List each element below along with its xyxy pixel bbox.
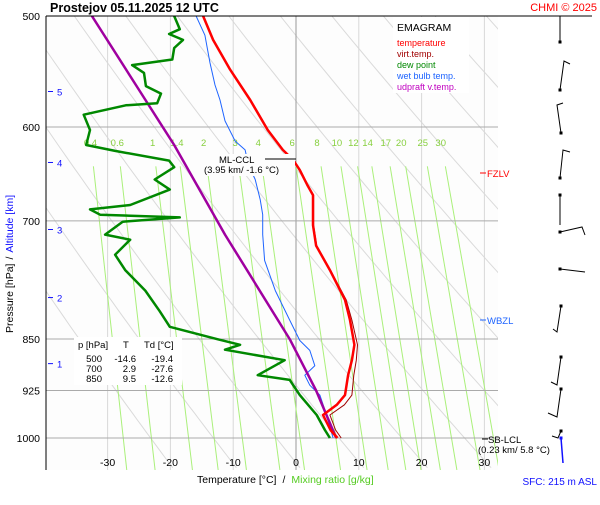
mixing-ratio-label: 6 xyxy=(290,138,295,149)
temperature-tick-label: 30 xyxy=(479,457,491,469)
chart-title: Prostejov 05.11.2025 12 UTC xyxy=(50,1,219,15)
mixing-ratio-label: 4 xyxy=(256,138,261,149)
mixing-ratio-label: 14 xyxy=(362,138,373,149)
wind-barb-icon xyxy=(553,306,561,332)
wind-station-dot xyxy=(560,132,563,135)
mixing-ratio-label: 3 xyxy=(232,138,237,149)
altitude-tick-label: 3 xyxy=(57,225,62,236)
mixing-ratio-label: 8 xyxy=(314,138,319,149)
y-axis-label: Pressure [hPa] / Altitude [km] xyxy=(4,195,16,333)
wbzl-label: WBZL xyxy=(487,316,513,327)
altitude-tick-label: 1 xyxy=(57,360,62,371)
dry-adiabat xyxy=(566,0,600,468)
legend-virt-temp: virt.temp. xyxy=(397,49,434,59)
legend-wet-bulb: wet bulb temp. xyxy=(396,71,456,81)
mixing-ratio-label: 17 xyxy=(380,138,391,149)
ml-ccl-annotation: ML-CCL (3.95 km/ -1.6 °C) xyxy=(204,154,296,176)
x-axis-mixing-label: Mixing ratio [g/kg] xyxy=(291,474,373,486)
wind-barb-icon xyxy=(560,227,585,235)
temperature-tick-label: 20 xyxy=(416,457,428,469)
mixing-ratio-label: 10 xyxy=(332,138,343,149)
wind-station-dot xyxy=(560,388,563,391)
table-header-p: p [hPa] xyxy=(78,340,108,351)
table-header-t: T xyxy=(123,340,129,351)
temperature-tick-label: -30 xyxy=(100,457,115,469)
table-cell: 9.5 xyxy=(123,374,136,385)
pressure-tick-label: 700 xyxy=(22,216,40,228)
pressure-tick-label: 600 xyxy=(22,122,40,134)
wind-station-dot xyxy=(560,305,563,308)
credit: CHMI © 2025 xyxy=(530,2,597,14)
altitude-tick-label: 4 xyxy=(57,158,62,169)
mixing-ratio-label: 25 xyxy=(418,138,429,149)
wind-station-dot xyxy=(559,89,562,92)
sb-lcl-detail: (0.23 km/ 5.8 °C) xyxy=(478,445,550,456)
table-cell: -12.6 xyxy=(151,374,173,385)
wind-station-dot xyxy=(559,194,562,197)
y-axis-pressure-label: Pressure [hPa] xyxy=(4,263,16,333)
mixing-ratio-label: 1 xyxy=(150,138,155,149)
wind-station-dot xyxy=(559,268,562,271)
mixing-ratio-label: 20 xyxy=(396,138,407,149)
values-table: p [hPa] T Td [°C] 500 -14.6 -19.4 700 2.… xyxy=(74,337,182,385)
pressure-tick-label: 1000 xyxy=(17,433,41,445)
table-header-td: Td [°C] xyxy=(144,340,174,351)
surface-dot xyxy=(560,437,563,440)
mixing-ratio-label: 2 xyxy=(201,138,206,149)
legend: EMAGRAM temperature virt.temp. dew point… xyxy=(393,17,469,93)
pressure-tick-label: 500 xyxy=(22,11,40,23)
ml-ccl-detail: (3.95 km/ -1.6 °C) xyxy=(204,165,279,176)
x-axis-sep: / xyxy=(282,474,285,486)
legend-title: EMAGRAM xyxy=(397,22,451,34)
mixing-ratio-label: 30 xyxy=(435,138,446,149)
table-cell: 850 xyxy=(86,374,102,385)
x-axis-temp-label: Temperature [°C] xyxy=(197,474,277,486)
altitude-tick-label: 2 xyxy=(57,294,62,305)
wind-station-dot xyxy=(560,430,563,433)
wind-station-dot xyxy=(560,356,563,359)
wind-barb-icon xyxy=(560,269,585,272)
wind-barb-icon xyxy=(560,61,570,90)
wind-barb-icon xyxy=(557,103,563,133)
mixing-ratio-label: 12 xyxy=(348,138,359,149)
surface-wind-icon xyxy=(561,438,563,463)
fzlv-label: FZLV xyxy=(487,169,510,180)
x-axis-label: Temperature [°C] / Mixing ratio [g/kg] xyxy=(197,474,374,486)
mixing-ratio-label: 0.6 xyxy=(111,138,124,149)
wind-barbs xyxy=(548,16,585,463)
pressure-tick-label: 850 xyxy=(22,334,40,346)
y-axis-sep: / xyxy=(4,257,16,260)
wind-station-dot xyxy=(559,177,562,180)
surface-elevation: SFC: 215 m ASL xyxy=(523,477,598,488)
legend-updraft: udpraft v.temp. xyxy=(397,82,456,92)
wind-barb-icon xyxy=(560,16,568,42)
wind-barb-icon xyxy=(551,357,561,385)
legend-temperature: temperature xyxy=(397,38,446,48)
temperature-tick-label: -10 xyxy=(226,457,241,469)
wind-barb-icon xyxy=(548,389,561,417)
temperature-tick-label: 0 xyxy=(293,457,299,469)
legend-dew-point: dew point xyxy=(397,60,436,70)
temperature-tick-label: 10 xyxy=(353,457,365,469)
dry-adiabat xyxy=(515,0,600,468)
altitude-tick-label: 5 xyxy=(57,87,62,98)
pressure-tick-label: 925 xyxy=(22,386,40,398)
wind-barb-icon xyxy=(560,150,570,178)
wind-station-dot xyxy=(559,41,562,44)
wind-station-dot xyxy=(559,231,562,234)
temperature-tick-label: -20 xyxy=(163,457,178,469)
y-axis-altitude-label: Altitude [km] xyxy=(4,195,16,253)
